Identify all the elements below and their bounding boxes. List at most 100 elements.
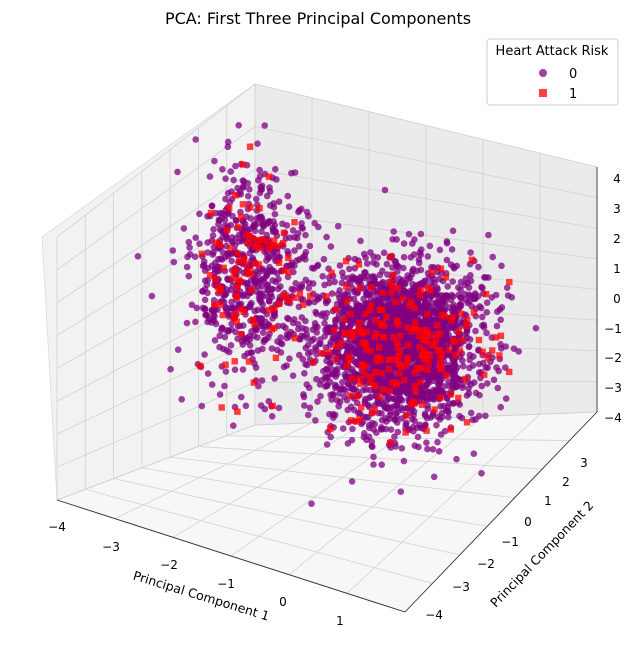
series-1-point <box>285 298 292 305</box>
series-0-point <box>263 192 271 200</box>
series-1-point <box>423 350 430 357</box>
series-0-point <box>444 283 452 290</box>
x-tick-label: 0 <box>279 595 287 609</box>
series-0-point <box>326 378 334 386</box>
series-0-point <box>268 413 276 420</box>
series-1-point <box>379 289 387 296</box>
series-1-point <box>496 352 503 359</box>
series-0-point <box>410 251 418 258</box>
series-0-point <box>459 381 466 389</box>
series-0-point <box>433 311 440 319</box>
series-1-point <box>347 310 354 318</box>
series-0-point <box>285 331 292 338</box>
series-0-point <box>474 293 482 300</box>
series-0-point <box>397 395 404 403</box>
series-1-point <box>479 348 486 355</box>
series-0-point <box>328 290 336 297</box>
series-1-point <box>434 321 441 329</box>
series-0-point <box>423 439 430 447</box>
series-0-point <box>344 380 352 388</box>
series-0-point <box>167 365 174 373</box>
y-tick-label: −2 <box>477 557 495 571</box>
series-0-point <box>259 329 267 337</box>
series-0-point <box>196 240 203 247</box>
series-1-point <box>265 245 272 252</box>
series-1-point <box>327 425 334 433</box>
series-1-point <box>222 361 229 368</box>
series-1-point <box>438 365 445 372</box>
series-0-point <box>269 277 277 284</box>
series-0-point <box>211 337 219 344</box>
series-1-point <box>378 370 385 377</box>
series-0-point <box>400 457 408 465</box>
series-0-point <box>225 348 233 356</box>
series-0-point <box>292 280 300 287</box>
series-0-point <box>485 274 492 281</box>
series-1-point <box>249 316 257 323</box>
series-1-point <box>371 383 379 390</box>
series-0-point <box>352 306 360 314</box>
series-0-point <box>430 473 438 481</box>
series-0-point <box>224 138 232 146</box>
series-0-point <box>198 402 206 410</box>
y-axis-ticks: −4 −3 −2 −1 0 1 2 3 <box>425 456 588 622</box>
series-1-point <box>255 236 262 244</box>
series-0-point <box>410 423 417 431</box>
series-1-point <box>237 330 245 338</box>
series-1-point <box>272 354 280 361</box>
series-0-point <box>222 195 229 203</box>
series-1-point <box>464 316 471 324</box>
series-0-point <box>326 410 333 418</box>
series-1-point <box>363 328 371 336</box>
series-0-point <box>227 342 235 349</box>
series-0-point <box>314 262 321 270</box>
y-tick-label: 0 <box>524 515 532 529</box>
gridline <box>141 467 488 527</box>
series-0-point <box>258 228 265 235</box>
series-0-point <box>387 404 395 412</box>
series-1-point <box>328 269 335 276</box>
x-axis-label: Principal Component 1 <box>131 568 271 624</box>
series-0-point <box>409 267 416 275</box>
legend-label-0: 0 <box>569 67 577 82</box>
series-0-point <box>332 373 340 380</box>
series-0-point <box>193 304 201 312</box>
series-0-point <box>247 303 254 311</box>
series-1-point <box>448 317 455 324</box>
series-1-point <box>231 268 238 275</box>
series-0-point <box>258 283 266 290</box>
series-0-point <box>410 411 417 419</box>
series-0-point <box>450 263 457 271</box>
series-1-point <box>212 239 220 246</box>
series-1-point <box>383 314 390 321</box>
series-1-point <box>275 259 283 266</box>
series-1-point <box>271 237 278 244</box>
series-1-point <box>436 331 444 338</box>
series-0-point <box>325 324 333 331</box>
series-0-point <box>425 377 433 384</box>
y-tick-label: −3 <box>452 580 470 594</box>
series-1-point <box>437 355 444 362</box>
series-0-point <box>303 361 311 369</box>
series-1-point <box>251 260 258 267</box>
series-1-point <box>416 344 423 351</box>
series-0-point <box>424 405 432 413</box>
series-0-point <box>433 421 440 429</box>
series-1-point <box>387 253 394 260</box>
series-0-point <box>323 357 330 365</box>
z-tick-label: −4 <box>604 411 622 425</box>
series-0-point <box>192 318 199 326</box>
series-0-point <box>300 333 308 340</box>
series-0-point <box>246 342 254 349</box>
series-0-point <box>218 324 226 332</box>
series-1-point <box>356 375 363 382</box>
series-1-point <box>307 292 314 300</box>
series-0-point <box>325 274 333 282</box>
series-0-point <box>490 376 498 384</box>
x-tick-label: −3 <box>102 540 120 554</box>
series-0-point <box>374 254 382 261</box>
series-0-point <box>371 420 379 428</box>
series-0-point <box>219 233 227 241</box>
x-axis-ticks: −4 −3 −2 −1 0 1 <box>48 520 344 628</box>
series-1-point <box>318 350 325 357</box>
